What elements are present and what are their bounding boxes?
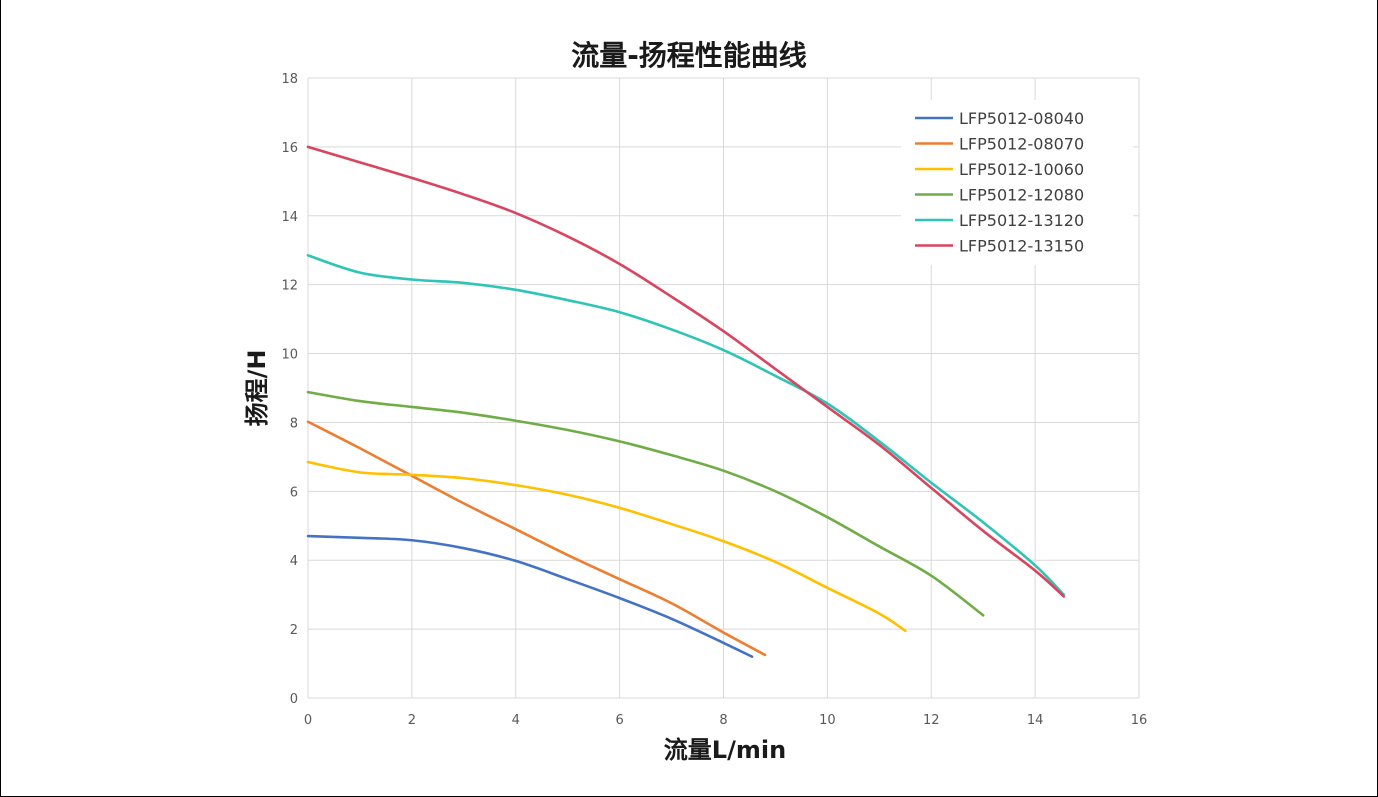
y-tick-label: 8 [290, 416, 298, 431]
y-tick-label: 14 [281, 210, 298, 225]
y-axis-title: 扬程/H [243, 350, 271, 427]
series-line-3 [306, 460, 907, 633]
x-axis-title: 流量L/min [664, 736, 786, 764]
y-tick-label: 0 [290, 692, 298, 707]
legend-label: LFP5012-12080 [959, 186, 1084, 205]
y-tick-label: 6 [290, 485, 298, 500]
legend-label: LFP5012-10060 [959, 160, 1084, 179]
y-tick-label: 18 [281, 72, 298, 87]
legend-label: LFP5012-13150 [959, 237, 1084, 256]
x-tick-label: 4 [512, 713, 520, 728]
x-tick-label: 0 [304, 713, 312, 728]
series-line-1 [306, 534, 754, 658]
x-tick-label: 14 [1027, 713, 1044, 728]
y-tick-label: 16 [281, 141, 298, 156]
series-line-6 [306, 145, 1065, 598]
series-line-2 [306, 420, 767, 657]
legend-label: LFP5012-13120 [959, 211, 1084, 230]
y-tick-label: 2 [290, 623, 298, 638]
grid-lines [307, 77, 1140, 699]
x-tick-label: 2 [408, 713, 416, 728]
x-tick-label: 16 [1131, 713, 1148, 728]
y-tick-label: 12 [281, 279, 298, 294]
legend-label: LFP5012-08040 [959, 109, 1084, 128]
x-tick-label: 6 [615, 713, 623, 728]
x-tick-label: 10 [819, 713, 836, 728]
chart-title: 流量-扬程性能曲线 [571, 39, 807, 72]
x-tick-label: 8 [719, 713, 727, 728]
tick-labels: 0 2 4 6 8 10 12 14 16 0 2 4 6 8 10 12 14 16 18 [281, 72, 1147, 728]
legend-background [901, 100, 1133, 265]
series-line-4 [306, 390, 985, 617]
legend: LFP5012-08040 LFP5012-08070 LFP5012-10060 L… [901, 100, 1133, 265]
y-tick-label: 4 [290, 554, 298, 569]
legend-label: LFP5012-08070 [959, 135, 1084, 154]
x-tick-label: 12 [923, 713, 940, 728]
series-line-5 [306, 254, 1065, 596]
series-lines [306, 145, 1065, 658]
y-tick-label: 10 [281, 348, 298, 363]
